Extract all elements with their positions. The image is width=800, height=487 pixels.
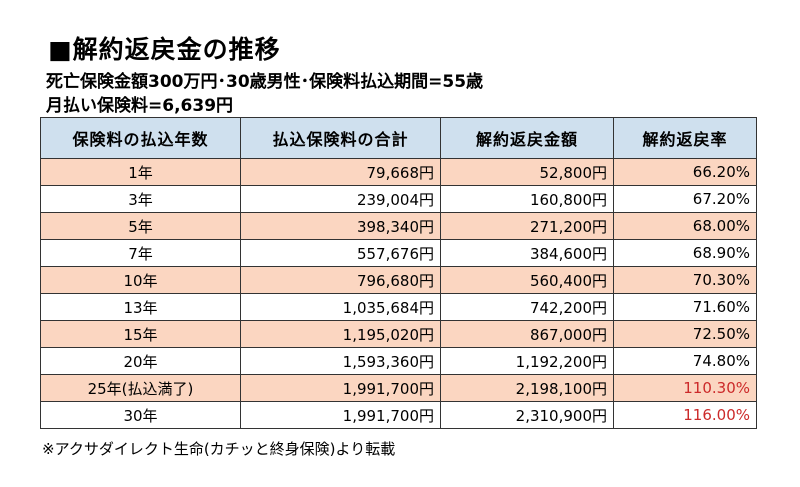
cell-refund-rate: 68.00% xyxy=(613,212,757,240)
cell-total-paid: 1,035,684円 xyxy=(240,293,441,321)
header-payment-years: 保険料の払込年数 xyxy=(40,117,241,159)
cell-payment-years: 25年(払込満了) xyxy=(40,374,241,402)
cell-payment-years: 7年 xyxy=(40,239,241,267)
cell-payment-years: 30年 xyxy=(40,401,241,429)
table-row: 25年(払込満了) 1,991,700円 2,198,100円 110.30% xyxy=(40,374,757,402)
cell-total-paid: 239,004円 xyxy=(240,185,441,213)
cell-refund-amount: 1,192,200円 xyxy=(440,347,614,375)
cell-payment-years: 20年 xyxy=(40,347,241,375)
cell-refund-rate: 72.50% xyxy=(613,320,757,348)
cell-refund-amount: 2,198,100円 xyxy=(440,374,614,402)
cell-refund-rate: 67.20% xyxy=(613,185,757,213)
cell-total-paid: 1,195,020円 xyxy=(240,320,441,348)
cell-payment-years: 10年 xyxy=(40,266,241,294)
header-refund-rate: 解約返戻率 xyxy=(613,117,757,159)
cell-payment-years: 15年 xyxy=(40,320,241,348)
cell-refund-amount: 160,800円 xyxy=(440,185,614,213)
cell-refund-rate: 74.80% xyxy=(613,347,757,375)
cell-refund-amount: 52,800円 xyxy=(440,158,614,186)
cell-total-paid: 398,340円 xyxy=(240,212,441,240)
subtitle-monthly-premium: 月払い保険料=6,639円 xyxy=(46,96,234,116)
table-header-row: 保険料の払込年数 払込保険料の合計 解約返戻金額 解約返戻率 xyxy=(40,117,757,159)
cell-payment-years: 3年 xyxy=(40,185,241,213)
cell-refund-amount: 560,400円 xyxy=(440,266,614,294)
table-row: 3年 239,004円 160,800円 67.20% xyxy=(40,185,757,213)
table-row: 1年 79,668円 52,800円 66.20% xyxy=(40,158,757,186)
refund-table: 保険料の払込年数 払込保険料の合計 解約返戻金額 解約返戻率 1年 79,668円… xyxy=(40,117,757,429)
cell-refund-rate: 116.00% xyxy=(613,401,757,429)
cell-refund-rate: 71.60% xyxy=(613,293,757,321)
cell-refund-amount: 867,000円 xyxy=(440,320,614,348)
cell-total-paid: 557,676円 xyxy=(240,239,441,267)
cell-refund-amount: 742,200円 xyxy=(440,293,614,321)
table-row: 7年 557,676円 384,600円 68.90% xyxy=(40,239,757,267)
cell-refund-amount: 271,200円 xyxy=(440,212,614,240)
cell-total-paid: 1,991,700円 xyxy=(240,374,441,402)
cell-total-paid: 1,991,700円 xyxy=(240,401,441,429)
footnote: ※アクサダイレクト生命(カチッと終身保険)より転載 xyxy=(42,440,396,458)
cell-refund-rate: 66.20% xyxy=(613,158,757,186)
cell-payment-years: 1年 xyxy=(40,158,241,186)
header-refund-amount: 解約返戻金額 xyxy=(440,117,614,159)
table-body: 1年 79,668円 52,800円 66.20% 3年 239,004円 160,800円… xyxy=(40,158,757,429)
cell-refund-amount: 2,310,900円 xyxy=(440,401,614,429)
cell-refund-rate: 68.90% xyxy=(613,239,757,267)
cell-total-paid: 79,668円 xyxy=(240,158,441,186)
table-row: 20年 1,593,360円 1,192,200円 74.80% xyxy=(40,347,757,375)
subtitle-policy-conditions: 死亡保険金額300万円･30歳男性･保険料払込期間=55歳 xyxy=(46,72,484,92)
cell-total-paid: 1,593,360円 xyxy=(240,347,441,375)
page-title: ■解約返戻金の推移 xyxy=(48,35,281,64)
cell-total-paid: 796,680円 xyxy=(240,266,441,294)
table-row: 5年 398,340円 271,200円 68.00% xyxy=(40,212,757,240)
cell-payment-years: 13年 xyxy=(40,293,241,321)
table-row: 15年 1,195,020円 867,000円 72.50% xyxy=(40,320,757,348)
cell-payment-years: 5年 xyxy=(40,212,241,240)
table-row: 13年 1,035,684円 742,200円 71.60% xyxy=(40,293,757,321)
header-total-paid: 払込保険料の合計 xyxy=(240,117,441,159)
cell-refund-rate: 70.30% xyxy=(613,266,757,294)
cell-refund-amount: 384,600円 xyxy=(440,239,614,267)
table-row: 10年 796,680円 560,400円 70.30% xyxy=(40,266,757,294)
table-row: 30年 1,991,700円 2,310,900円 116.00% xyxy=(40,401,757,429)
cell-refund-rate: 110.30% xyxy=(613,374,757,402)
